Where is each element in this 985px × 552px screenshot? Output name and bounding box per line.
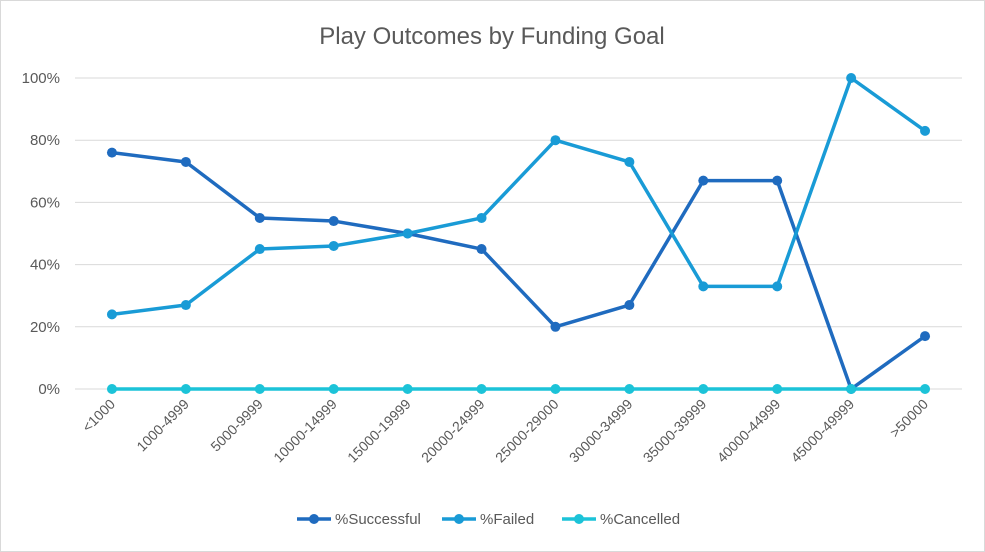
legend-label: %Failed — [480, 511, 534, 528]
data-point — [180, 300, 191, 311]
data-point — [846, 384, 857, 394]
data-point — [476, 244, 487, 255]
y-tick-label: 20% — [30, 319, 60, 336]
data-point — [254, 384, 265, 394]
chart-title: Play Outcomes by Funding Goal — [319, 23, 665, 50]
x-tick-label: 15000-19999 — [344, 396, 414, 466]
data-point — [920, 331, 931, 342]
x-tick-label: >50000 — [887, 396, 932, 441]
data-point — [772, 384, 783, 394]
y-tick-label: 0% — [38, 381, 60, 398]
data-point — [920, 384, 931, 394]
data-point — [550, 321, 561, 332]
legend-label: %Successful — [335, 511, 421, 528]
x-tick-label: 20000-24999 — [418, 396, 488, 466]
data-point — [698, 175, 709, 186]
data-point — [402, 228, 413, 239]
data-point — [476, 384, 487, 394]
y-axis: 0% 20% 40% 60% 80% 100% — [22, 70, 60, 398]
data-point — [180, 384, 191, 394]
x-tick-label: 25000-29000 — [492, 396, 562, 466]
data-point — [476, 212, 487, 223]
data-point — [772, 175, 783, 186]
data-point — [106, 309, 117, 320]
series-line — [110, 76, 927, 317]
x-tick-label: 45000-49999 — [788, 396, 858, 466]
series-points — [106, 73, 931, 394]
y-tick-label: 40% — [30, 257, 60, 274]
x-tick-label: 35000-39999 — [640, 396, 710, 466]
y-tick-label: 100% — [22, 70, 60, 87]
x-tick-label: <1000 — [79, 396, 118, 435]
data-point — [180, 156, 191, 167]
data-point — [550, 135, 561, 146]
legend-label: %Cancelled — [600, 511, 680, 528]
data-point — [624, 156, 635, 167]
x-axis: <1000 1000-4999 5000-9999 10000-14999 15000-… — [79, 396, 931, 466]
data-point — [698, 384, 709, 394]
data-point — [624, 300, 635, 311]
legend-swatch-marker — [309, 514, 319, 524]
data-point — [846, 73, 857, 83]
data-point — [624, 384, 635, 394]
data-point — [254, 212, 265, 223]
data-point — [328, 384, 339, 394]
series-lines — [110, 76, 927, 391]
y-tick-label: 60% — [30, 194, 60, 211]
data-point — [698, 281, 709, 292]
data-point — [328, 240, 339, 251]
x-tick-label: 10000-14999 — [270, 396, 340, 466]
data-point — [254, 244, 265, 255]
data-point — [106, 147, 117, 158]
data-point — [106, 384, 117, 394]
legend-swatch-marker — [454, 514, 464, 524]
x-tick-label: 40000-44999 — [714, 396, 784, 466]
x-tick-label: 5000-9999 — [207, 396, 266, 455]
data-point — [550, 384, 561, 394]
data-point — [772, 281, 783, 292]
x-tick-label: 30000-34999 — [566, 396, 636, 466]
y-tick-label: 80% — [30, 132, 60, 149]
x-tick-label: 1000-4999 — [133, 396, 192, 455]
legend: %Successful %Failed %Cancelled — [297, 511, 680, 528]
series-line — [110, 150, 927, 391]
data-point — [920, 125, 931, 136]
data-point — [328, 216, 339, 227]
gridlines — [75, 77, 962, 390]
data-point — [402, 384, 413, 394]
legend-swatch-marker — [574, 514, 584, 524]
